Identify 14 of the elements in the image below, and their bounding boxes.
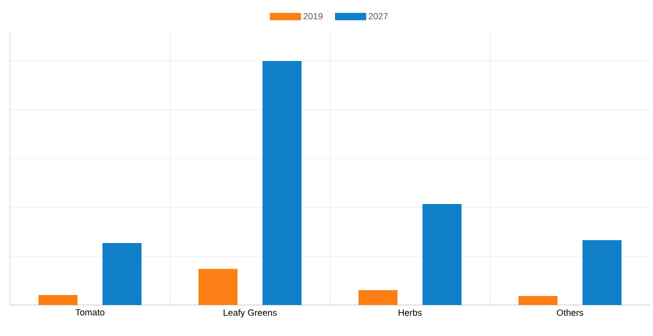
legend-label: 2027 <box>368 13 388 20</box>
x-tick-label: Others <box>556 309 584 316</box>
bar <box>198 268 238 305</box>
bar <box>582 240 622 305</box>
bar <box>422 204 462 305</box>
legend-label: 2019 <box>303 13 323 20</box>
bar <box>102 243 142 305</box>
x-tick-label: Leafy Greens <box>224 309 277 318</box>
bar <box>518 296 558 305</box>
x-tick-label: Herbs <box>398 309 422 316</box>
x-tick-label: Tomato <box>75 309 104 316</box>
bar <box>262 60 302 305</box>
bar <box>38 294 78 305</box>
bar <box>358 290 398 305</box>
